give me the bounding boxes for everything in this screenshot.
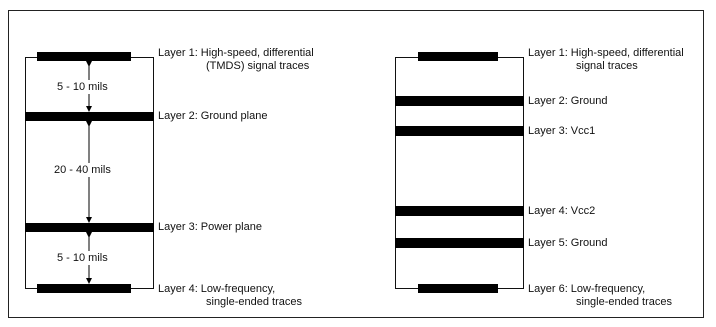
left-label-layer-3: Layer 3: Power plane xyxy=(158,221,262,234)
right-label-layer-1: Layer 1: High-speed, differential signal… xyxy=(528,47,684,73)
left-layer-1-traces xyxy=(37,52,131,61)
label-line: Layer 5: Ground xyxy=(528,237,608,249)
right-label-layer-6: Layer 6: Low-frequency, single-ended tra… xyxy=(528,283,672,309)
right-label-layer-5: Layer 5: Ground xyxy=(528,237,608,250)
left-layer-4-traces xyxy=(37,284,131,293)
right-label-layer-4: Layer 4: Vcc2 xyxy=(528,205,595,218)
right-layer-1-traces xyxy=(418,52,498,61)
left-label-layer-2: Layer 2: Ground plane xyxy=(158,110,267,123)
label-line: Layer 1: High-speed, differential xyxy=(158,47,314,59)
label-line: single-ended traces xyxy=(206,296,303,308)
dimension-label-3: 5 - 10 mils xyxy=(55,251,110,265)
label-line: Layer 4: Low-frequency, xyxy=(158,283,276,295)
left-layer-2-ground-plane xyxy=(25,112,154,121)
label-line: Layer 4: Vcc2 xyxy=(528,205,596,217)
left-layer-3-power-plane xyxy=(25,223,154,232)
label-line: Layer 1: High-speed, differential xyxy=(528,47,684,59)
right-board-outline xyxy=(395,57,524,289)
right-layer-6-traces xyxy=(418,284,498,293)
label-line: (TMDS) signal traces xyxy=(206,60,310,72)
label-line: Layer 6: Low-frequency, xyxy=(528,283,646,295)
right-layer-5-ground xyxy=(395,238,524,248)
right-label-layer-3: Layer 3: Vcc1 xyxy=(528,125,595,138)
dimension-label-2: 20 - 40 mils xyxy=(52,163,113,177)
right-label-layer-2: Layer 2: Ground xyxy=(528,95,608,108)
label-line: Layer 3: Vcc1 xyxy=(528,125,596,137)
label-line: Layer 2: Ground plane xyxy=(158,110,268,122)
right-layer-3-vcc1 xyxy=(395,126,524,136)
dimension-label-1: 5 - 10 mils xyxy=(55,80,110,94)
right-layer-4-vcc2 xyxy=(395,206,524,216)
label-line: single-ended traces xyxy=(576,296,673,308)
label-line: Layer 3: Power plane xyxy=(158,221,262,233)
label-line: Layer 2: Ground xyxy=(528,95,608,107)
left-label-layer-4: Layer 4: Low-frequency, single-ended tra… xyxy=(158,283,302,309)
right-layer-2-ground xyxy=(395,96,524,106)
left-label-layer-1: Layer 1: High-speed, differential (TMDS)… xyxy=(158,47,314,73)
label-line: signal traces xyxy=(576,60,638,72)
